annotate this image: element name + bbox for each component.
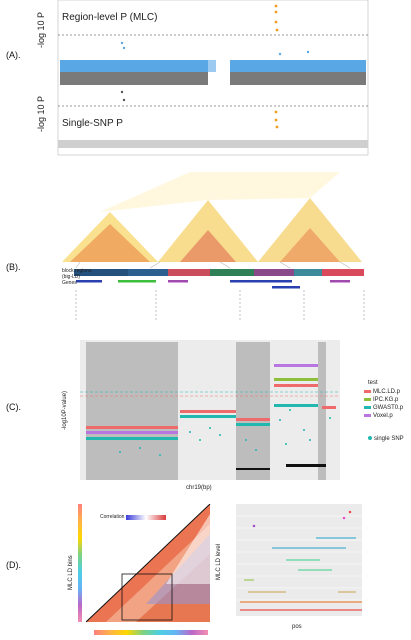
panel-a-ylabel-bottom: -log 10 P	[36, 95, 46, 132]
panel-c-xlabel: chr19(bp)	[186, 485, 212, 491]
panel-d-ylabel-left: MLC LD bins	[68, 555, 74, 590]
block-shade-1	[86, 342, 178, 480]
legend-item: IPC.KG.p	[364, 396, 403, 404]
bottom-manhattan-band	[60, 72, 366, 102]
association-plot	[80, 340, 340, 480]
panel-a-label: (A).	[6, 50, 21, 60]
panel-c-label: (C).	[6, 402, 21, 412]
panel-c-legend-title: test	[368, 380, 378, 386]
block-shade-3	[318, 342, 326, 480]
panel-b-label: (B).	[6, 262, 21, 272]
panel-b-block-label: block regions (big-LD)	[62, 268, 92, 280]
test-segments	[86, 364, 336, 440]
panel-d-label: (D).	[6, 560, 21, 570]
ld-heatmap	[62, 172, 365, 322]
legend-item: Voxel.p	[364, 412, 403, 420]
mlc-ld-level-plot	[236, 504, 362, 616]
panel-d-legend-title: Correlation	[100, 514, 125, 520]
mlc-ld-heatmap	[86, 504, 211, 623]
panel-a-top-title: Region-level P (MLC)	[62, 12, 158, 23]
panel-a-ylabel-top: -log 10 P	[36, 11, 46, 48]
highlight-hits	[274, 4, 279, 129]
block-shade-2	[236, 342, 270, 480]
correlation-colorbar	[126, 515, 166, 520]
panel-d-ylabel-right: MLC LD level	[216, 543, 222, 580]
legend-item: GWAST0.p	[364, 404, 403, 412]
top-manhattan-band	[60, 41, 366, 72]
panel-c-ylabel: -log10P-value)	[62, 390, 68, 430]
genes-track	[76, 280, 350, 289]
single-snp-legend: single SNP	[368, 436, 404, 442]
block-regions-track	[74, 269, 364, 276]
panel-c-legend: MLC.LD.p IPC.KG.p GWAST0.p Voxel.p	[364, 388, 403, 420]
manhattan-plot	[57, 0, 369, 156]
single-snp-points	[119, 409, 331, 456]
level-segments	[240, 510, 362, 611]
legend-item: MLC.LD.p	[364, 388, 403, 396]
chromosome-bar	[58, 140, 368, 148]
panel-d-xlabel-right: pos	[292, 624, 302, 630]
left-bin-colorbar	[78, 504, 82, 622]
bottom-bin-colorbar	[94, 630, 208, 635]
panel-b-genes-label: Genes	[62, 280, 77, 286]
panel-a-bottom-title: Single-SNP P	[62, 118, 123, 129]
